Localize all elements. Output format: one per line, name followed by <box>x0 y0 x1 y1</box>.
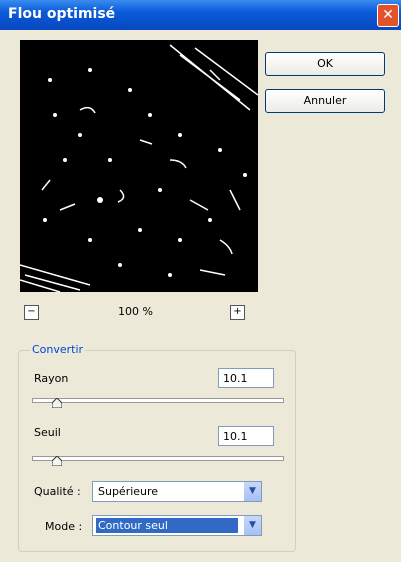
threshold-thumb[interactable] <box>52 456 62 466</box>
radius-label: Rayon <box>34 372 68 385</box>
close-button[interactable]: ✕ <box>377 4 399 27</box>
quality-value: Supérieure <box>96 484 160 499</box>
mode-label: Mode : <box>45 520 82 533</box>
zoom-level: 100 % <box>118 305 153 318</box>
threshold-input[interactable]: 10.1 <box>218 426 274 446</box>
preview <box>20 40 258 292</box>
quality-label: Qualité : <box>34 485 81 498</box>
zoom-in[interactable]: + <box>230 305 245 320</box>
title-bar: Flou optimisé ✕ <box>0 0 401 30</box>
zoom-out[interactable]: − <box>24 305 39 320</box>
dialog-title: Flou optimisé <box>8 6 115 22</box>
quality-select[interactable]: Supérieure ▼ <box>92 481 262 502</box>
mode-select[interactable]: Contour seul ▼ <box>92 515 262 536</box>
dropdown-arrow[interactable]: ▼ <box>244 516 261 535</box>
ok-button[interactable]: OK <box>265 52 385 76</box>
radius-input[interactable]: 10.1 <box>218 368 274 388</box>
cancel-button[interactable]: Annuler <box>265 89 385 113</box>
radius-slider[interactable] <box>32 398 284 403</box>
group-title: Convertir <box>30 343 85 356</box>
radius-thumb[interactable] <box>52 398 62 408</box>
threshold-label: Seuil <box>34 426 61 439</box>
mode-value: Contour seul <box>96 518 238 533</box>
dropdown-arrow[interactable]: ▼ <box>244 482 261 501</box>
threshold-slider[interactable] <box>32 456 284 461</box>
dialog: Flou optimisé ✕ OK Annuler − 100 % + Con… <box>0 0 401 562</box>
